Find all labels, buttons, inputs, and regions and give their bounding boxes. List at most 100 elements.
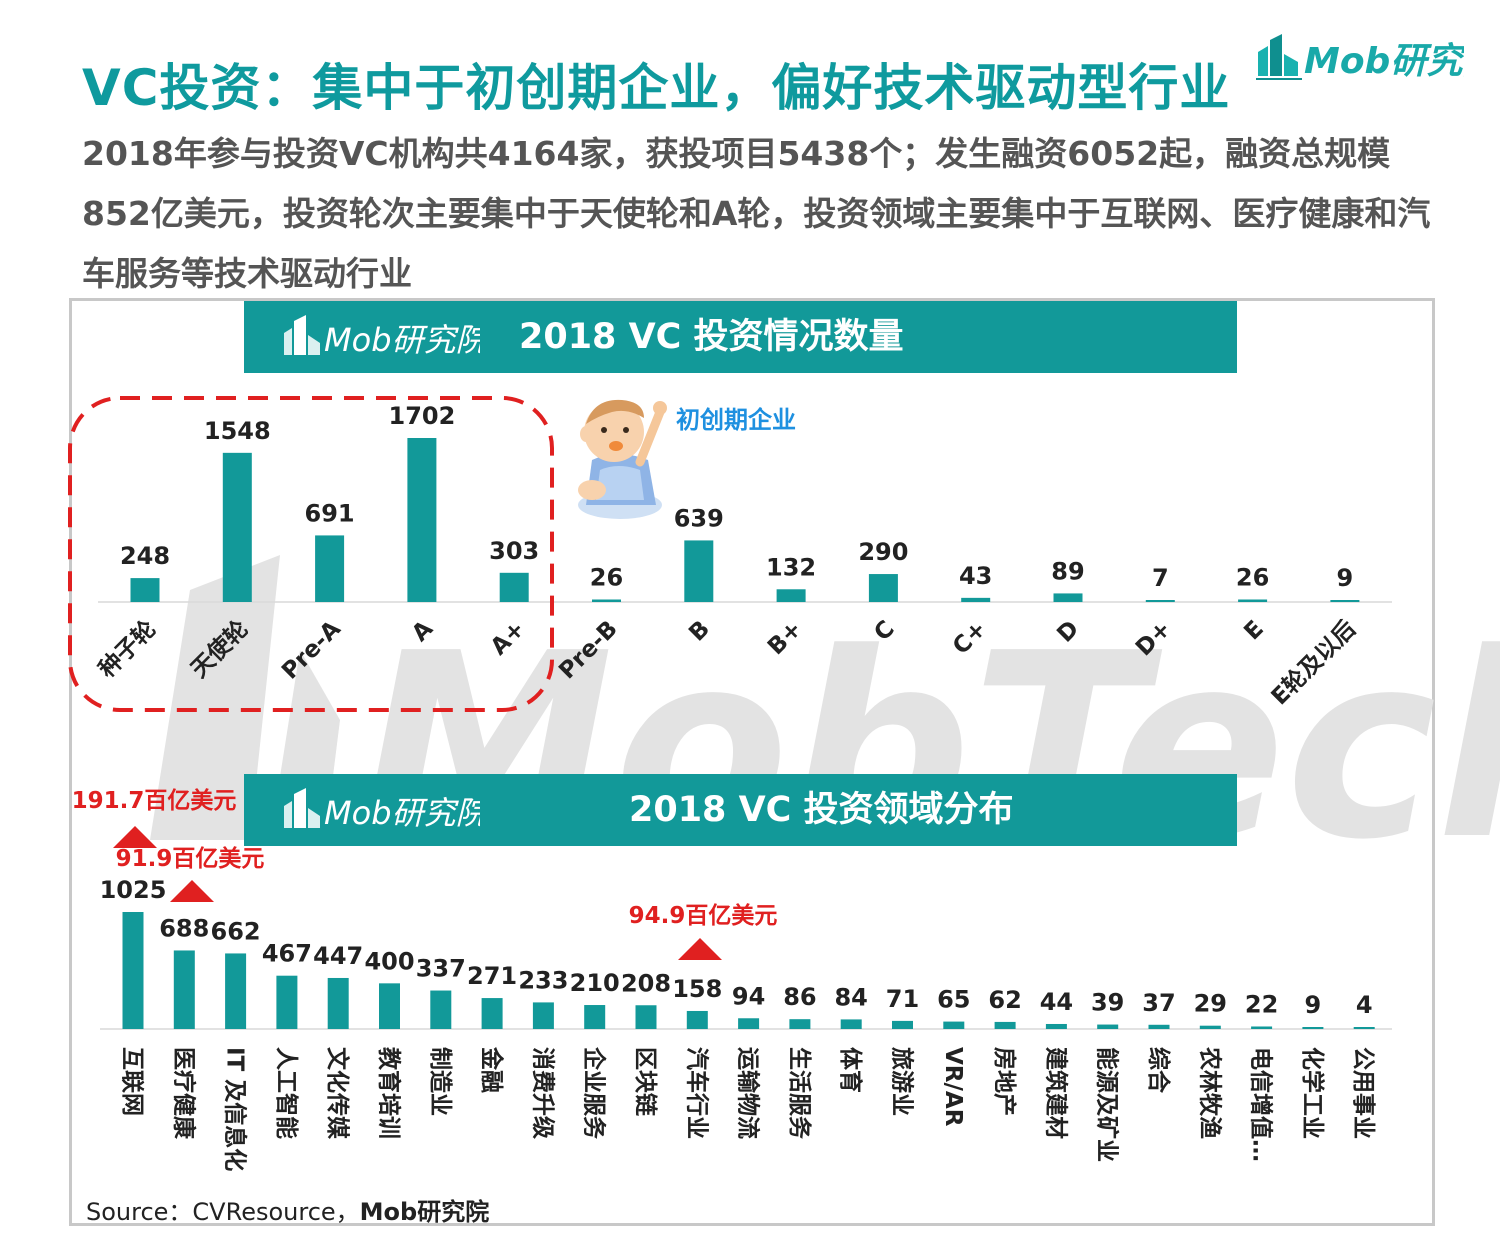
chart1-category-label: D: [1052, 616, 1084, 648]
chart1-value-label: 26: [590, 563, 623, 591]
banner-logo-text: Mob研究院: [324, 321, 480, 359]
chart2-bar: [994, 1021, 1016, 1029]
chart2-category-label: 教育培训: [375, 1047, 402, 1139]
chart2-category-label: 农林牧渔: [1196, 1046, 1223, 1139]
chart2-value-label: 447: [313, 942, 363, 970]
chart2-bar: [1097, 1024, 1119, 1029]
chart2-category-label: 文化传媒: [324, 1047, 351, 1140]
chart2-value-label: 271: [467, 962, 517, 990]
chart2-category-label: 化学工业: [1299, 1047, 1326, 1139]
chart1-category-label: A+: [486, 616, 531, 661]
chart2-value-label: 337: [416, 955, 466, 983]
chart1-category-label: E: [1239, 616, 1268, 645]
chart2-value-label: 71: [886, 985, 919, 1013]
chart1-value-label: 639: [674, 504, 724, 532]
chart2-category-label: 企业服务: [581, 1046, 608, 1140]
up-arrow-icon: [170, 880, 214, 902]
chart1-value-label: 43: [959, 562, 992, 590]
chart-frame: [69, 298, 1435, 1226]
chart2-bar: [892, 1020, 913, 1029]
chart2-bar: [1302, 1027, 1324, 1029]
chart2-banner: Mob研究院 2018 VC 投资领域分布: [244, 774, 1237, 846]
chart1-category-label: Pre-B: [554, 616, 623, 685]
chart1-value-label: 691: [305, 499, 355, 527]
chart2-category-label: 生活服务: [786, 1047, 812, 1140]
chart1-category-label: 天使轮: [186, 615, 254, 683]
source-brand: Mob研究院: [359, 1198, 490, 1226]
early-stage-callout: 初创期企业: [676, 406, 796, 434]
page-subtitle: 2018年参与投资VC机构共4164家，获投项目5438个；发生融资6052起，…: [82, 134, 1431, 293]
chart2-category-label: 体育: [837, 1047, 864, 1093]
building-icon: [284, 788, 320, 828]
building-icon: [1256, 34, 1302, 80]
chart2-category-label: 公用事业: [1350, 1047, 1376, 1139]
source-prefix: Source：CVResource，: [86, 1198, 360, 1226]
chart1-category-label: Pre-A: [277, 616, 346, 685]
chart2-category-label: 消费升级: [529, 1047, 556, 1139]
chart1-bar: [776, 589, 806, 602]
chart1-bar: [407, 438, 437, 602]
chart2-amount-annotation: 191.7百亿美元: [72, 787, 237, 814]
chart2-bar: [1148, 1024, 1170, 1029]
chart2-amount-annotation: 91.9百亿美元: [116, 845, 265, 872]
chart2-bar: [1251, 1026, 1273, 1029]
chart1-category-label: 种子轮: [93, 615, 162, 684]
banner-logo: Mob研究院: [284, 788, 480, 832]
chart2-value-label: 44: [1040, 988, 1073, 1016]
chart2-category-label: 旅游业: [888, 1047, 915, 1116]
chart1-value-label: 1548: [204, 417, 271, 445]
chart2-bar: [635, 1005, 657, 1029]
chart1-title: 2018 VC 投资情况数量: [519, 317, 904, 357]
chart1-bar: [315, 535, 345, 602]
chart2-bar: [173, 950, 195, 1029]
chart1-bar: [592, 599, 621, 602]
chart2-category-label: 能源及矿业: [1094, 1047, 1121, 1162]
up-arrow-icon: [678, 938, 722, 960]
chart2-category-label: 人工智能: [273, 1047, 300, 1139]
chart2-value-label: 9: [1305, 991, 1322, 1019]
chart2-value-label: 400: [364, 947, 414, 975]
chart2-category-label: 房地产: [991, 1047, 1018, 1116]
chart1-value-label: 132: [766, 553, 816, 581]
chart2-category-label: 综合: [1145, 1047, 1172, 1094]
chart1-category-label: E轮及以后: [1266, 615, 1361, 710]
chart1-bar: [130, 578, 160, 602]
chart2-bar: [584, 1005, 606, 1029]
chart2-category-label: 区块链: [632, 1047, 659, 1116]
chart2-bar: [1353, 1027, 1375, 1029]
chart2-value-label: 208: [621, 969, 671, 997]
chart2-category-label: 汽车行业: [683, 1047, 710, 1139]
chart1-bar: [1238, 599, 1268, 602]
chart2-category-label: 制造业: [427, 1047, 453, 1116]
chart2-sector-bars: 1025 互联网 688 医疗健康 662 IT 及信息化 467 人工智能 447 文化传媒 40…: [72, 787, 1392, 1171]
chart2-value-label: 4: [1356, 991, 1373, 1019]
chart2-bar: [430, 990, 452, 1029]
chart2-value-label: 62: [988, 986, 1021, 1014]
banner-logo: Mob研究院: [284, 315, 480, 359]
baby-illustration: [578, 399, 667, 519]
chart2-bar: [686, 1010, 708, 1029]
chart1-banner: Mob研究院 2018 VC 投资情况数量: [244, 301, 1237, 373]
chart1-value-label: 89: [1051, 557, 1084, 585]
chart1-round-bars: 248 种子轮 1548 天使轮 691 Pre-A 1702 A 303 A+ 26 Pre-B 63…: [93, 402, 1392, 710]
chart1-category-label: A: [407, 616, 438, 647]
chart2-category-label: IT 及信息化: [222, 1047, 249, 1171]
source-note: Source：CVResource，Mob研究院: [86, 1192, 489, 1227]
chart2-title: 2018 VC 投资领域分布: [629, 790, 1014, 830]
chart2-category-label: 医疗健康: [170, 1047, 197, 1140]
chart2-category-label: 建筑建材: [1042, 1047, 1069, 1139]
chart2-bar: [1045, 1023, 1067, 1029]
chart1-bar: [868, 574, 898, 602]
chart2-bar: [1199, 1025, 1221, 1029]
chart2-value-label: 467: [262, 940, 312, 968]
chart2-value-label: 1025: [100, 876, 167, 904]
chart2-bar: [789, 1019, 811, 1029]
chart2-category-label: 电信增值…: [1248, 1047, 1275, 1162]
chart1-bar: [1145, 600, 1175, 602]
chart2-value-label: 688: [159, 914, 209, 942]
chart1-value-label: 303: [489, 537, 539, 565]
chart2-value-label: 86: [783, 983, 816, 1011]
chart2-value-label: 22: [1245, 990, 1278, 1018]
chart2-category-label: 金融: [478, 1046, 505, 1093]
